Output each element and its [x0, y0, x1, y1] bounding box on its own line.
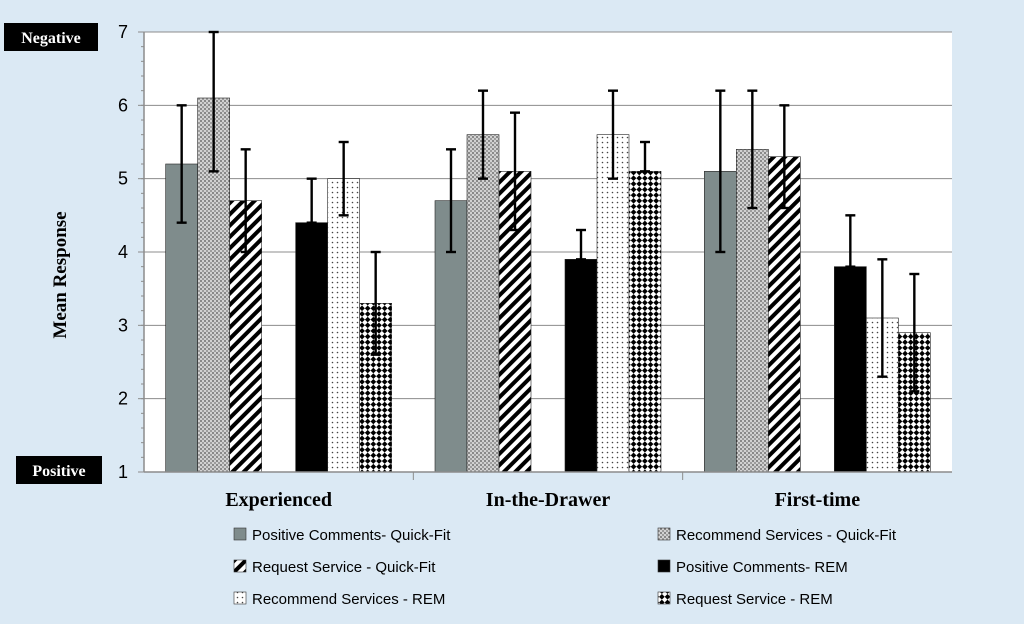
bar-4-1: [596, 134, 630, 473]
legend-swatch-3: [657, 559, 671, 573]
y-tick-label: 7: [118, 22, 128, 42]
y-tick-label: 2: [118, 389, 128, 409]
legend-swatch-1: [657, 527, 671, 541]
y-tick-label: 4: [118, 242, 128, 262]
bar-3-2: [834, 266, 867, 473]
legend-label-2: Request Service - Quick-Fit: [252, 559, 436, 576]
bar-3-0: [295, 222, 328, 473]
y-axis-label: Mean Response: [50, 211, 71, 338]
x-category-label: In-the-Drawer: [486, 489, 611, 511]
x-category-label: Experienced: [225, 489, 332, 511]
legend-swatch-0: [233, 527, 247, 541]
legend-label-4: Recommend Services - REM: [252, 591, 445, 608]
legend-swatch-5: [657, 591, 671, 605]
legend: Positive Comments- Quick-Fit Recommend Se…: [233, 527, 897, 608]
bar-2-2: [768, 156, 801, 473]
y-tick-label: 5: [118, 169, 128, 189]
x-category-label: First-time: [775, 489, 861, 511]
annotation-negative-label: Negative: [21, 30, 81, 47]
y-tick-label: 6: [118, 95, 128, 115]
legend-swatch-4: [233, 591, 247, 605]
annotation-positive: Positive: [16, 456, 102, 484]
bar-4-0: [327, 178, 360, 473]
legend-swatch-2: [233, 559, 247, 573]
annotation-positive-label: Positive: [32, 463, 85, 480]
legend-label-1: Recommend Services - Quick-Fit: [676, 527, 897, 544]
bar-5-1: [628, 171, 662, 473]
bar-1-1: [466, 134, 500, 473]
legend-label-3: Positive Comments- REM: [676, 559, 848, 576]
legend-label-5: Request Service - REM: [676, 591, 833, 608]
annotation-negative: Negative: [4, 23, 98, 51]
y-tick-label: 3: [118, 315, 128, 335]
legend-label-0: Positive Comments- Quick-Fit: [252, 527, 451, 544]
y-tick-label: 1: [118, 462, 128, 482]
bar-3-1: [564, 259, 598, 473]
